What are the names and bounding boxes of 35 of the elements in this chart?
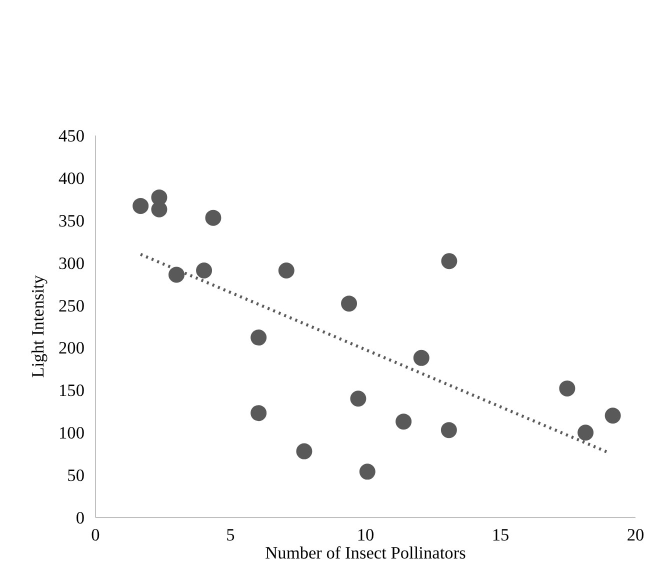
point — [132, 198, 149, 214]
point — [350, 390, 366, 407]
y-axis-title: Light Intensity — [28, 274, 48, 378]
y-tick-label: 350 — [58, 211, 85, 230]
x-axis-title: Number of Insect Pollinators — [265, 544, 466, 562]
x-tick-label: 20 — [626, 526, 644, 544]
point — [578, 424, 594, 441]
point — [396, 414, 412, 430]
x-tick-label: 5 — [226, 526, 235, 544]
point — [441, 253, 458, 270]
y-tick-label: 50 — [67, 466, 84, 486]
point — [296, 443, 312, 460]
x-tick-label: 0 — [91, 526, 100, 544]
y-tick-label: 300 — [58, 254, 85, 273]
x-tick-label: 15 — [492, 526, 510, 544]
y-tick-label: 450 — [58, 126, 85, 146]
point — [205, 210, 222, 226]
point — [604, 408, 621, 424]
point — [440, 422, 457, 438]
y-tick-label: 150 — [58, 381, 85, 400]
x-tick-label: 10 — [356, 526, 374, 544]
y-tick-label: 250 — [58, 296, 85, 316]
point — [250, 405, 267, 422]
point — [413, 350, 430, 366]
point — [250, 330, 267, 346]
y-tick-label: 200 — [58, 338, 85, 358]
point — [168, 266, 184, 283]
point — [196, 262, 212, 278]
point — [359, 464, 376, 480]
y-tick-label: 400 — [58, 168, 85, 188]
y-tick-label: 0 — [76, 508, 85, 528]
y-tick-label: 100 — [58, 424, 85, 443]
point — [559, 380, 576, 396]
point — [278, 262, 294, 278]
point — [341, 296, 358, 312]
